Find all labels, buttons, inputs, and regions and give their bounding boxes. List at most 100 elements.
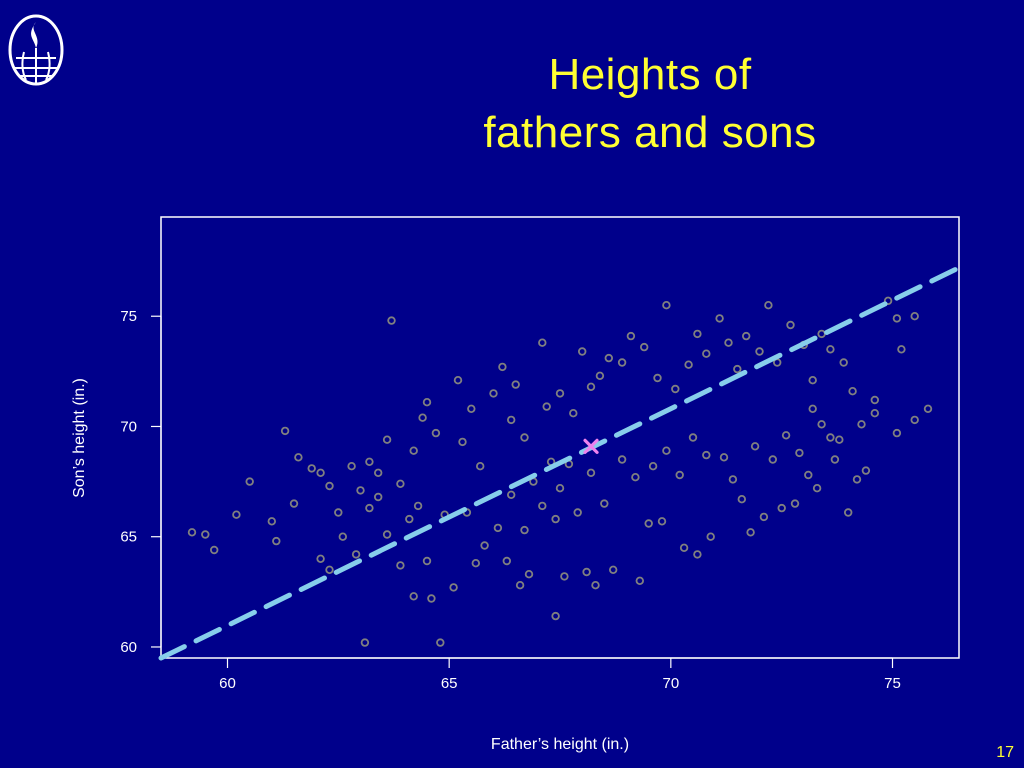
data-point xyxy=(923,404,933,413)
plot-frame xyxy=(160,216,960,659)
data-point xyxy=(883,296,893,305)
data-point xyxy=(387,316,396,325)
data-point xyxy=(609,565,618,574)
data-point xyxy=(453,376,463,385)
data-point xyxy=(702,349,711,358)
data-point xyxy=(502,556,511,566)
data-point xyxy=(365,457,374,466)
data-point xyxy=(520,525,529,535)
data-point xyxy=(569,409,578,418)
x-tick-label: 60 xyxy=(219,675,236,692)
data-point xyxy=(781,431,791,440)
x-tick-label: 65 xyxy=(441,675,458,692)
data-point xyxy=(467,404,476,413)
slide-title: Heights of fathers and sons xyxy=(380,46,920,162)
data-point xyxy=(476,462,485,471)
data-point xyxy=(671,384,680,394)
data-point xyxy=(382,435,392,444)
data-point xyxy=(706,532,715,541)
data-point xyxy=(586,468,596,477)
mean-marker xyxy=(583,438,599,454)
data-point xyxy=(870,409,879,418)
data-point xyxy=(422,556,432,566)
data-point xyxy=(631,473,640,482)
data-point xyxy=(861,466,871,475)
data-point xyxy=(396,561,405,570)
points-layer xyxy=(187,296,933,647)
data-point xyxy=(852,475,862,484)
data-point xyxy=(693,550,702,559)
data-point xyxy=(826,345,835,354)
data-point xyxy=(493,523,503,533)
data-point xyxy=(201,530,210,539)
mean-marker-stroke xyxy=(583,438,599,454)
data-point xyxy=(316,468,325,477)
data-point xyxy=(524,570,534,579)
data-point xyxy=(604,353,613,363)
data-point xyxy=(759,512,769,522)
data-point xyxy=(768,455,777,464)
data-point xyxy=(555,484,565,493)
data-point xyxy=(648,462,658,471)
data-point xyxy=(693,329,702,339)
data-point xyxy=(356,486,365,495)
data-point xyxy=(422,398,432,407)
data-point xyxy=(436,638,445,647)
data-point xyxy=(586,382,596,391)
data-point xyxy=(538,501,547,511)
data-point xyxy=(688,433,698,442)
data-point xyxy=(750,442,760,451)
y-tick-label: 75 xyxy=(120,308,137,325)
data-point xyxy=(830,455,840,464)
data-point xyxy=(662,301,671,310)
data-point xyxy=(187,528,197,537)
data-point xyxy=(897,345,906,354)
data-point xyxy=(511,380,520,389)
slide-title-line-1: Heights of xyxy=(548,50,752,99)
data-point xyxy=(742,331,751,341)
data-point xyxy=(351,550,361,559)
y-tick-label: 60 xyxy=(120,639,137,656)
data-point xyxy=(409,592,418,601)
axes-layer: 60 65 70 75 60 65 70 75 xyxy=(120,308,901,692)
y-axis-label: Son’s height (in.) xyxy=(71,378,88,498)
data-point xyxy=(538,338,547,347)
data-point xyxy=(675,470,684,480)
data-point xyxy=(808,404,817,413)
data-point xyxy=(347,462,356,471)
data-point xyxy=(374,492,383,502)
data-point xyxy=(812,484,822,493)
regression-line xyxy=(158,265,962,661)
data-point xyxy=(635,576,644,585)
data-point xyxy=(857,420,866,429)
data-point xyxy=(870,395,879,405)
data-point xyxy=(245,477,254,486)
data-point xyxy=(826,433,835,442)
data-point xyxy=(325,481,334,491)
data-point xyxy=(427,594,436,603)
data-point xyxy=(591,581,600,590)
institution-logo-icon xyxy=(8,14,64,86)
data-point xyxy=(294,453,303,462)
data-point xyxy=(396,479,405,488)
data-point xyxy=(640,342,649,352)
data-point xyxy=(910,312,919,321)
data-point xyxy=(839,358,848,367)
data-point xyxy=(746,528,755,537)
data-point xyxy=(617,455,627,464)
data-point xyxy=(684,360,693,369)
data-point xyxy=(272,536,281,546)
data-point xyxy=(382,530,392,539)
data-point xyxy=(817,420,826,429)
data-point xyxy=(405,514,414,524)
data-point xyxy=(835,435,844,444)
data-point xyxy=(418,413,427,422)
data-point xyxy=(515,581,525,590)
data-point xyxy=(413,501,423,511)
data-point xyxy=(325,565,334,574)
data-point xyxy=(480,541,489,550)
data-point xyxy=(626,331,636,341)
data-point xyxy=(267,517,276,526)
data-point xyxy=(307,464,316,473)
